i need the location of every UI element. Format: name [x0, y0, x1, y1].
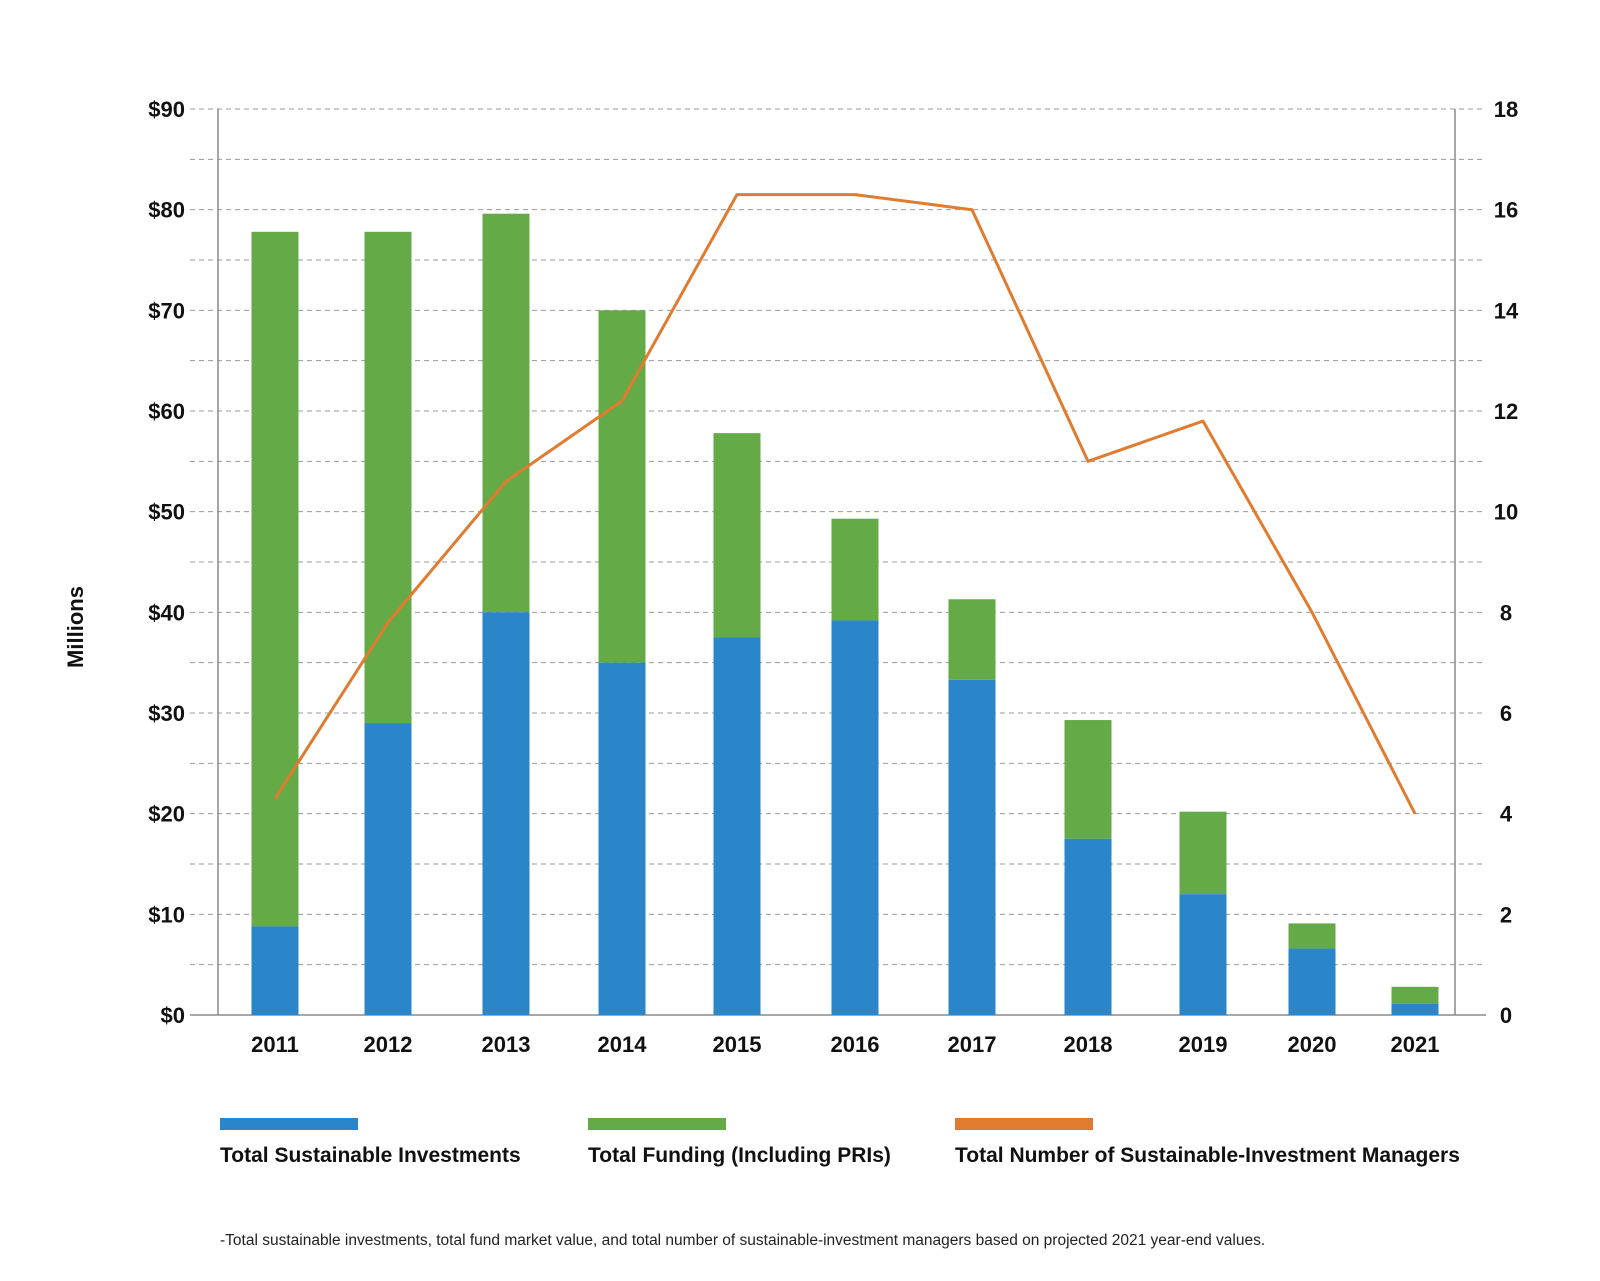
- bar-investments-2011: [251, 926, 299, 1015]
- bar-investments-2012: [364, 723, 412, 1015]
- y-right-tick-label: 2: [1500, 902, 1512, 927]
- x-tick-label: 2016: [831, 1032, 880, 1057]
- bar-funding-2019: [1179, 811, 1227, 895]
- bar-investments-2020: [1288, 948, 1336, 1015]
- y-right-tick-label: 10: [1494, 500, 1518, 525]
- bar-investments-2013: [482, 612, 530, 1015]
- footnote: -Total sustainable investments, total fu…: [220, 1232, 1266, 1249]
- x-tick-label: 2011: [251, 1032, 299, 1057]
- bar-funding-2016: [831, 518, 879, 621]
- bar-investments-2014: [598, 662, 646, 1015]
- bar-funding-2012: [364, 231, 412, 724]
- y-left-tick-label: $30: [148, 701, 185, 726]
- legend-item-funding: Total Funding (Including PRIs): [588, 1118, 891, 1168]
- y-left-tick-label: $0: [161, 1003, 185, 1028]
- y-right-tick-label: 4: [1500, 802, 1513, 827]
- y-left-tick-label: $20: [148, 802, 185, 827]
- y-left-tick-label: $60: [148, 399, 185, 424]
- y-left-tick-label: $70: [148, 298, 185, 323]
- legend-item-investments: Total Sustainable Investments: [220, 1118, 521, 1168]
- bar-funding-2011: [251, 231, 299, 927]
- bar-funding-2017: [948, 599, 996, 680]
- y-left-tick-label: $50: [148, 500, 185, 525]
- legend-swatch-investments: [220, 1118, 358, 1130]
- x-tick-label: 2012: [364, 1032, 413, 1057]
- bar-funding-2014: [598, 310, 646, 663]
- bar-investments-2019: [1179, 894, 1227, 1015]
- legend-label-investments: Total Sustainable Investments: [220, 1144, 521, 1167]
- bar-funding-2020: [1288, 923, 1336, 949]
- bar-investments-2017: [948, 679, 996, 1015]
- tick-labels: $0 $10 $20 $30 $40 $50 $60 $70 $80 $90 0 2 4 6 8 10 12 14…: [148, 97, 1519, 1057]
- bar-investments-2018: [1064, 838, 1112, 1015]
- legend-swatch-funding: [588, 1118, 726, 1130]
- bar-funding-2018: [1064, 720, 1112, 839]
- y-right-tick-label: 6: [1500, 701, 1512, 726]
- legend-label-funding: Total Funding (Including PRIs): [588, 1144, 891, 1167]
- bar-investments-2016: [831, 620, 879, 1015]
- x-tick-label: 2018: [1064, 1032, 1113, 1057]
- bar-investments-2021: [1391, 1003, 1439, 1015]
- bar-investments-2015: [713, 637, 761, 1015]
- y-left-tick-label: $80: [148, 198, 185, 223]
- y-right-tick-label: 18: [1494, 97, 1518, 122]
- x-tick-label: 2020: [1288, 1032, 1337, 1057]
- x-tick-label: 2019: [1179, 1032, 1228, 1057]
- y-right-tick-label: 14: [1494, 298, 1519, 323]
- x-tick-label: 2021: [1391, 1032, 1440, 1057]
- bar-funding-2015: [713, 433, 761, 638]
- y-right-tick-label: 0: [1500, 1003, 1512, 1028]
- y-axis-label: Millions: [63, 586, 88, 668]
- legend-swatch-managers: [955, 1118, 1093, 1130]
- bar-funding-2013: [482, 213, 530, 613]
- x-tick-label: 2014: [598, 1032, 648, 1057]
- y-left-tick-label: $90: [148, 97, 185, 122]
- legend-item-managers: Total Number of Sustainable-Investment M…: [955, 1118, 1460, 1168]
- y-right-tick-label: 8: [1500, 600, 1512, 625]
- bars: [251, 213, 1439, 1015]
- x-tick-label: 2017: [948, 1032, 997, 1057]
- y-right-tick-label: 12: [1494, 399, 1518, 424]
- manager-count-line: [273, 193, 1417, 815]
- x-tick-label: 2015: [713, 1032, 762, 1057]
- x-tick-label: 2013: [482, 1032, 531, 1057]
- y-left-tick-label: $40: [148, 600, 185, 625]
- y-right-tick-label: 16: [1494, 198, 1518, 223]
- legend-label-managers: Total Number of Sustainable-Investment M…: [955, 1144, 1460, 1167]
- bar-funding-2021: [1391, 986, 1439, 1004]
- y-left-tick-label: $10: [148, 902, 185, 927]
- line-managers: [273, 193, 1417, 815]
